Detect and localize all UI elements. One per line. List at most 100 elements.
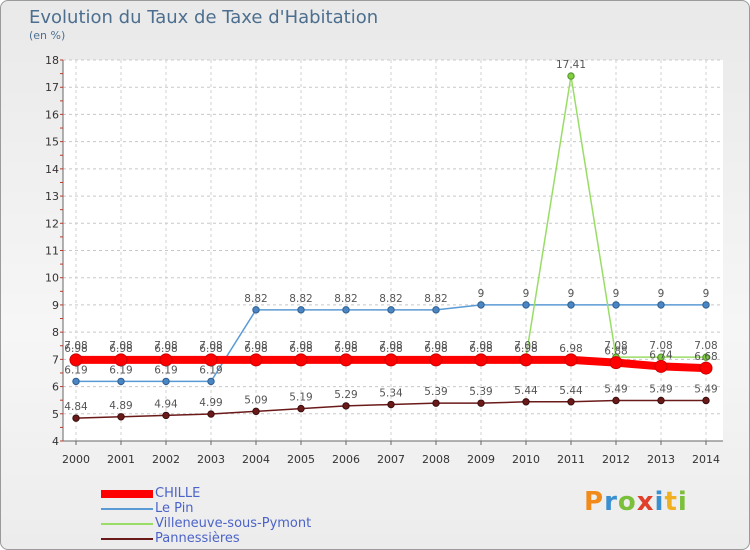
proxiti-logo: Proxiti (584, 487, 688, 517)
data-label-chille: 6.98 (244, 343, 267, 355)
data-label-villeneuve: 7.08 (604, 340, 627, 352)
data-point-chille (114, 353, 128, 367)
data-label-pannessieres: 4.84 (64, 401, 88, 413)
legend-label-pannessieres: Pannessières (155, 531, 240, 546)
data-label-le-pin: 9 (523, 288, 530, 300)
data-point-chille (294, 353, 308, 367)
y-tick-label: 12 (45, 217, 59, 230)
chart-title: Evolution du Taux de Taxe d'Habitation (29, 7, 379, 28)
data-label-pannessieres: 4.89 (109, 400, 132, 412)
data-label-chille: 6.98 (154, 343, 177, 355)
data-label-le-pin: 8.82 (244, 293, 267, 305)
legend-swatch-chille (101, 490, 153, 498)
data-label-pannessieres: 5.39 (424, 386, 447, 398)
data-label-chille: 6.98 (64, 343, 87, 355)
y-tick-label: 11 (45, 245, 59, 258)
data-point-pannessieres (702, 396, 710, 405)
logo-letter: P (584, 487, 605, 517)
data-label-pannessieres: 5.49 (604, 383, 627, 395)
x-tick-label: 2008 (422, 453, 450, 466)
data-point-villeneuve (702, 353, 710, 361)
data-label-pannessieres: 5.49 (649, 383, 672, 395)
data-label-pannessieres: 5.29 (334, 389, 357, 401)
data-point-le-pin (117, 377, 125, 386)
data-point-chille (519, 353, 533, 367)
data-point-chille (384, 353, 398, 367)
data-point-le-pin (297, 306, 305, 314)
data-point-pannessieres (522, 398, 530, 406)
data-point-pannessieres (117, 413, 125, 421)
data-label-chille: 6.74 (649, 349, 673, 361)
data-label-chille: 6.98 (289, 343, 312, 355)
data-point-pannessieres (252, 407, 260, 416)
data-point-chille (699, 361, 713, 375)
data-label-villeneuve: 17.41 (556, 59, 586, 71)
data-label-villeneuve: 7.08 (379, 340, 402, 352)
y-tick-label: 8 (52, 326, 59, 339)
data-label-le-pin: 9 (613, 288, 620, 300)
logo-letter: x (636, 487, 655, 517)
data-label-le-pin: 6.19 (64, 364, 87, 376)
x-tick-label: 2003 (197, 453, 225, 466)
data-label-villeneuve: 7.08 (469, 340, 492, 352)
data-label-pannessieres: 5.49 (694, 383, 717, 395)
data-label-pannessieres: 5.39 (469, 386, 492, 398)
data-label-pannessieres: 5.44 (514, 385, 538, 397)
data-point-pannessieres (162, 411, 170, 420)
data-point-pannessieres (342, 402, 350, 410)
data-point-pannessieres (387, 400, 395, 409)
data-label-le-pin: 6.19 (199, 364, 222, 376)
data-point-le-pin (72, 377, 80, 386)
data-label-pannessieres: 4.94 (154, 398, 178, 410)
data-label-pannessieres: 5.34 (379, 388, 403, 400)
data-point-chille (159, 353, 173, 367)
data-point-pannessieres (72, 414, 80, 422)
data-point-chille (339, 353, 353, 367)
data-label-chille: 6.98 (514, 343, 537, 355)
x-tick-label: 2011 (557, 453, 585, 466)
data-point-chille (609, 356, 623, 370)
legend-swatch-villeneuve (101, 523, 153, 525)
data-label-villeneuve: 7.08 (64, 340, 87, 352)
x-tick-label: 2014 (692, 453, 720, 466)
y-tick-label: 15 (45, 136, 59, 149)
y-tick-label: 9 (52, 299, 59, 312)
data-label-villeneuve: 7.08 (199, 340, 222, 352)
x-tick-label: 2012 (602, 453, 630, 466)
legend-swatch-pannessieres (101, 538, 153, 540)
data-label-villeneuve: 7.08 (334, 340, 357, 352)
data-label-pannessieres: 5.09 (244, 394, 267, 406)
data-point-chille (474, 353, 488, 367)
x-tick-label: 2004 (242, 453, 270, 466)
y-tick-label: 17 (45, 81, 59, 94)
data-label-le-pin: 6.19 (109, 364, 132, 376)
data-label-le-pin: 9 (658, 288, 665, 300)
data-label-chille: 6.98 (424, 343, 447, 355)
data-label-villeneuve: 7.08 (154, 340, 177, 352)
data-label-chille: 6.68 (694, 351, 717, 363)
data-label-pannessieres: 5.44 (559, 385, 583, 397)
data-point-pannessieres (657, 396, 665, 405)
data-point-le-pin (432, 306, 440, 314)
data-point-le-pin (252, 306, 260, 314)
data-label-villeneuve: 7.08 (514, 340, 537, 352)
data-point-pannessieres (207, 410, 215, 418)
y-tick-label: 7 (52, 353, 59, 366)
data-label-le-pin: 6.19 (154, 364, 177, 376)
data-label-le-pin: 8.82 (289, 293, 312, 305)
data-point-pannessieres (297, 404, 305, 413)
logo-letter: r (604, 487, 618, 517)
data-point-villeneuve (567, 72, 575, 80)
y-tick-label: 18 (45, 54, 59, 67)
data-label-chille: 6.98 (199, 343, 222, 355)
data-label-villeneuve: 7.08 (289, 340, 312, 352)
data-point-le-pin (612, 301, 620, 309)
x-tick-label: 2000 (62, 453, 90, 466)
x-tick-label: 2002 (152, 453, 180, 466)
data-point-chille (204, 353, 218, 367)
legend-label-chille: CHILLE (155, 486, 201, 501)
data-point-chille (69, 353, 83, 367)
data-label-villeneuve: 7.08 (424, 340, 447, 352)
data-point-chille (564, 353, 578, 367)
